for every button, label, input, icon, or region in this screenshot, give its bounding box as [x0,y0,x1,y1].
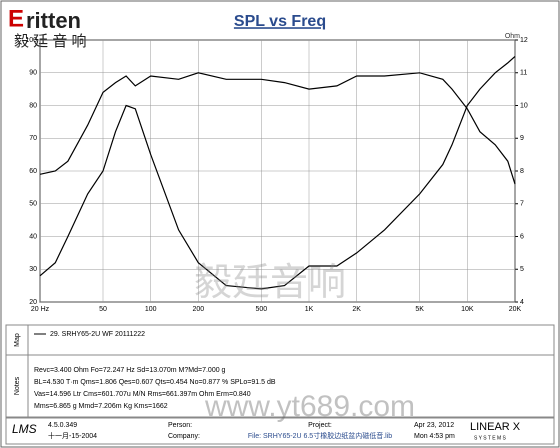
notes-line: Mms=6.865 g Mmd=7.206m Kg Kms=1662 [34,403,168,410]
panel [5,324,555,418]
x-tick-label: 20 Hz [31,306,50,313]
y-tick-label: 50 [29,201,37,208]
y2-tick-label: 4 [520,299,524,306]
y-tick-label: 30 [29,266,37,273]
x-tick-label: 200 [192,306,204,313]
y2-tick-label: 10 [520,102,528,109]
series-line [39,55,516,290]
footer-brand: LMS [12,422,37,436]
footer-person: Person: [168,422,192,429]
x-tick-label: 20K [509,306,522,313]
y2-tick-label: 6 [520,233,524,240]
notes-line: Vas=14.596 Ltr Cms=601.707u M/N Rms=661.… [34,391,251,398]
footer-vendor-sub: S Y S T E M S [474,435,507,441]
x-tick-label: 5K [415,306,424,313]
x-tick-label: 500 [255,306,267,313]
footer [5,417,555,445]
logo-e: E [8,5,24,32]
legend-label: 29. SRHY65-2U WF 20111222 [50,331,145,338]
x-tick-label: 1K [305,306,314,313]
chart-title: SPL vs Freq [234,13,326,30]
notes-line: Revc=3.400 Ohm Fo=72.247 Hz Sd=13.070m M… [34,367,226,374]
y-tick-label: 90 [29,70,37,77]
x-tick-label: 100 [145,306,157,313]
y2-tick-label: 5 [520,266,524,273]
y2-tick-label: 7 [520,201,524,208]
map-title: Map [14,333,21,347]
y-tick-label: 100 [25,37,37,44]
footer-date: 十一月-15-2004 [48,431,97,440]
footer-project: Project: [308,422,332,429]
y-tick-label: 70 [29,135,37,142]
x-tick-label: 10K [461,306,474,313]
y2-tick-label: 12 [520,37,528,44]
y-tick-label: 60 [29,168,37,175]
footer-time: Mon 4:53 pm [414,433,455,440]
footer-version: 4.5.0.349 [48,422,77,429]
logo-cn: 毅 廷 音 响 [14,33,87,50]
y2-tick-label: 8 [520,168,524,175]
notes-line: BL=4.530 T·m Qms=1.806 Qes=0.607 Qts=0.4… [34,379,276,386]
y-tick-label: 40 [29,233,37,240]
y-tick-label: 80 [29,102,37,109]
watermark-url: www.yt689.com [204,390,415,423]
watermark: 毅廷音响 [194,262,346,304]
y2-tick-label: 9 [520,135,524,142]
notes-title: Notes [14,376,21,395]
x-tick-label: 2K [352,306,361,313]
y2-tick-label: 11 [520,70,527,77]
x-tick-label: 50 [99,306,107,313]
footer-stamp: Apr 23, 2012 [414,422,454,429]
y2-label: Ohm [505,33,520,40]
y-tick-label: 20 [29,299,37,306]
footer-company: Company: [168,433,200,440]
footer-vendor: LINEAR X [470,421,521,433]
footer-file: File: SRHY65-2U 6.5寸橡胶边纸盆内磁低音.lib [248,431,392,440]
series-line [39,72,516,185]
logo: ritten [26,8,81,33]
